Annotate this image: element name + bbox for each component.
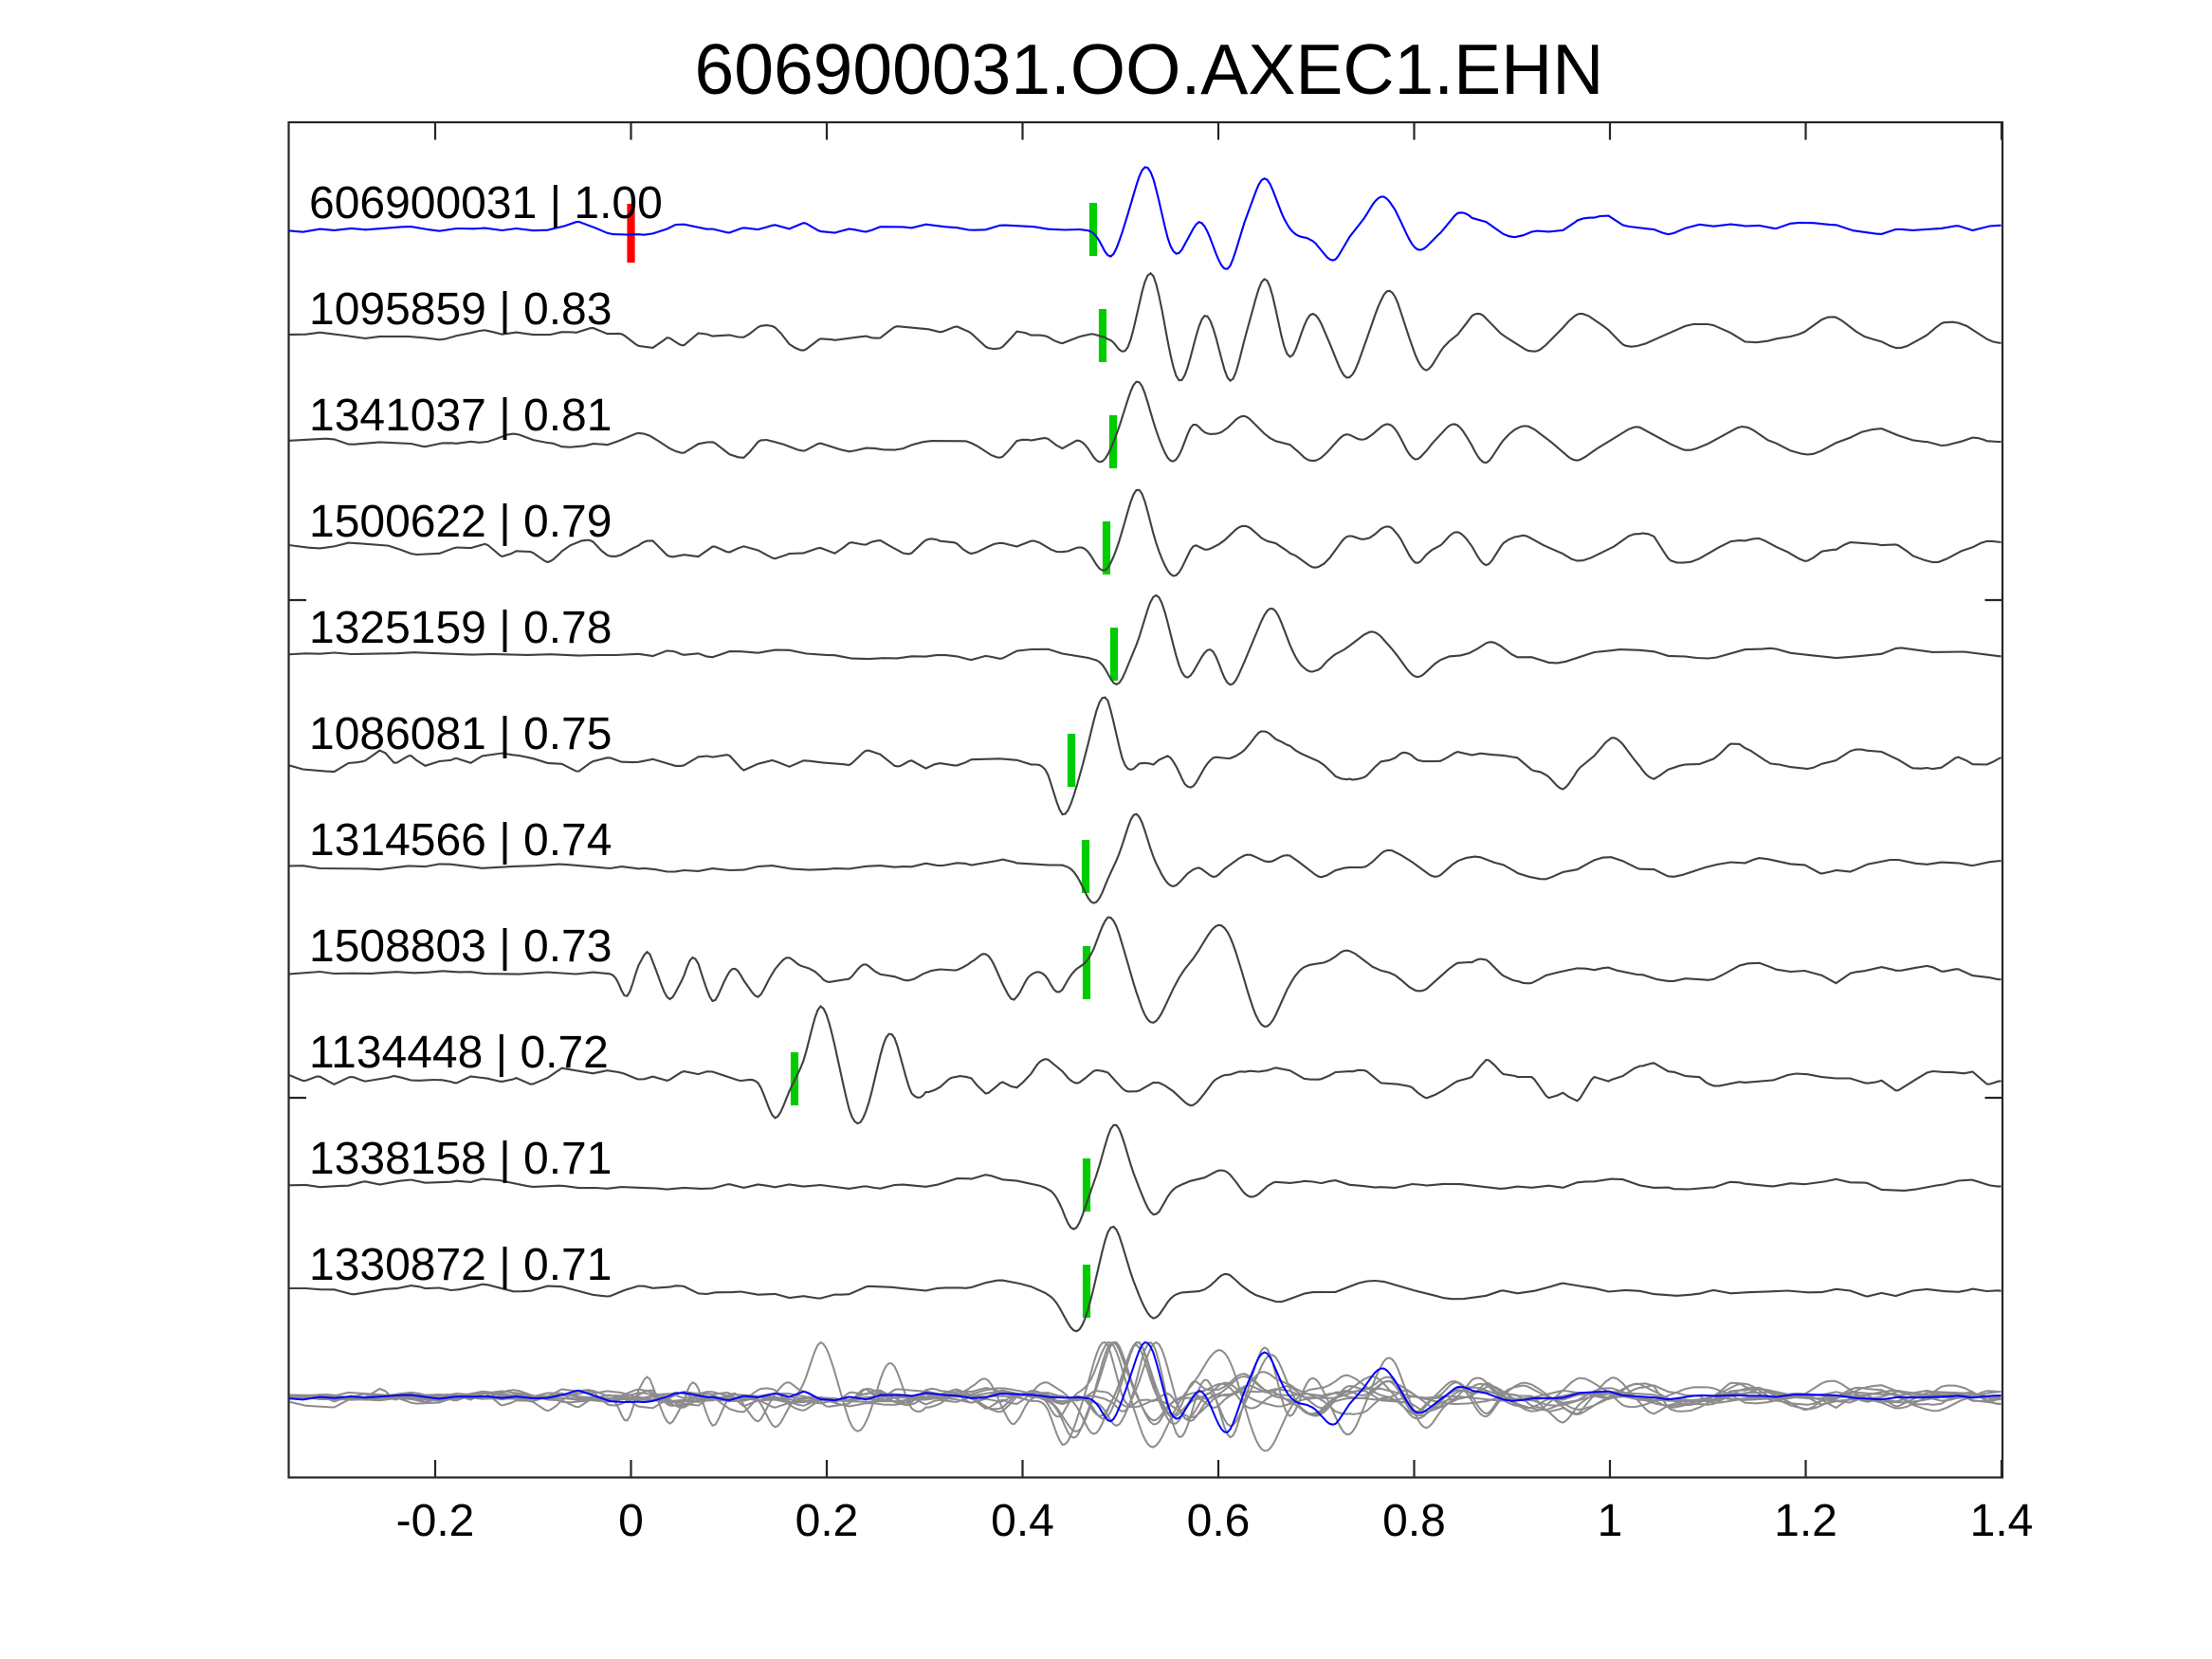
svg-text:1508803 | 0.73: 1508803 | 0.73 — [309, 921, 612, 972]
svg-text:1086081 | 0.75: 1086081 | 0.75 — [309, 709, 612, 759]
svg-text:1.4: 1.4 — [1970, 1496, 2034, 1546]
svg-text:606900031.OO.AXEC1.EHN: 606900031.OO.AXEC1.EHN — [695, 29, 1604, 109]
svg-text:1500622 | 0.79: 1500622 | 0.79 — [309, 497, 612, 547]
svg-text:1330872 | 0.71: 1330872 | 0.71 — [309, 1240, 612, 1290]
svg-text:0.8: 0.8 — [1382, 1496, 1446, 1546]
svg-text:1341037 | 0.81: 1341037 | 0.81 — [309, 391, 612, 441]
svg-text:1095859 | 0.83: 1095859 | 0.83 — [309, 284, 612, 335]
svg-text:1134448 | 0.72: 1134448 | 0.72 — [309, 1028, 609, 1078]
svg-text:1: 1 — [1598, 1496, 1623, 1546]
svg-text:0.4: 0.4 — [991, 1496, 1054, 1546]
svg-text:0.6: 0.6 — [1187, 1496, 1251, 1546]
svg-text:606900031 | 1.00: 606900031 | 1.00 — [309, 178, 663, 228]
svg-text:1314566 | 0.74: 1314566 | 0.74 — [309, 815, 612, 866]
svg-text:-0.2: -0.2 — [396, 1496, 475, 1546]
svg-text:0.2: 0.2 — [795, 1496, 859, 1546]
svg-text:0: 0 — [618, 1496, 644, 1546]
svg-text:1338158 | 0.71: 1338158 | 0.71 — [309, 1134, 612, 1184]
svg-text:1.2: 1.2 — [1774, 1496, 1837, 1546]
svg-text:1325159 | 0.78: 1325159 | 0.78 — [309, 603, 612, 653]
